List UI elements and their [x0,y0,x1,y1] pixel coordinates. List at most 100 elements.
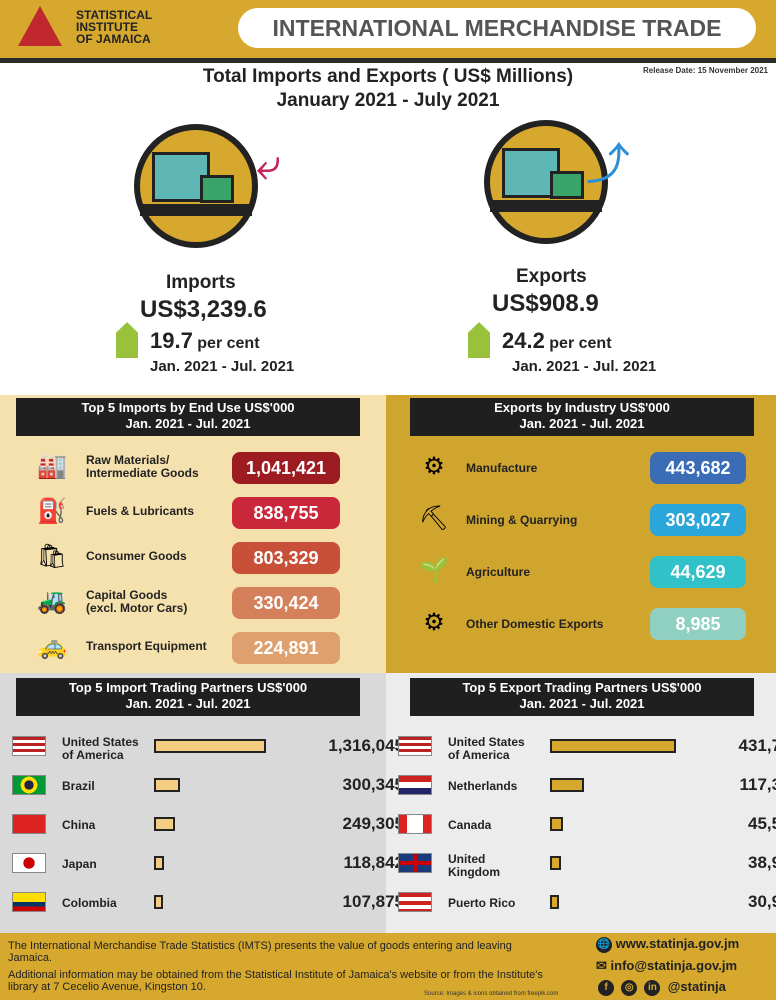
imports-end-use-header: Top 5 Imports by End Use US$'000 Jan. 202… [16,398,360,436]
country-name: United States of America [448,735,525,762]
import-arrow-icon: ⤶ [256,140,281,189]
end-use-label: Transport Equipment [86,639,207,653]
industry-value: 44,629 [650,556,746,588]
end-use-label: Consumer Goods [86,549,187,563]
partner-value: 431,756 [738,736,776,755]
flag-netherlands-icon [398,775,432,795]
end-use-value: 803,329 [232,542,340,574]
country-name: Colombia [62,896,117,910]
linkedin-icon[interactable]: in [644,979,661,996]
page-title: INTERNATIONAL MERCHANDISE TRADE [238,8,756,48]
partner-value: 45,590 [748,814,776,833]
industry-value: 8,985 [650,608,746,640]
flag-canada-icon [398,814,432,834]
partner-value: 249,305 [342,814,404,833]
footer-description: The International Merchandise Trade Stat… [8,940,512,964]
partner-bar [154,856,165,870]
website-link[interactable]: www.statinja.gov.jm [615,936,740,951]
divider [0,58,776,63]
instagram-icon[interactable]: ◎ [621,979,638,996]
exports-label: Exports [516,266,587,287]
end-use-value: 1,041,421 [232,452,340,484]
end-use-value: 838,755 [232,497,340,529]
factory-icon: 🏭 [37,453,67,480]
partner-bar [154,739,266,753]
end-use-label: Capital Goods (excl. Motor Cars) [86,588,188,615]
partner-bar [154,778,180,792]
exports-change: 24.2 [502,328,545,353]
country-name: Puerto Rico [448,896,516,910]
imports-period: Jan. 2021 - Jul. 2021 [150,358,295,375]
partner-bar [550,817,564,831]
source-note: Source: Images & icons obtained from fre… [424,991,559,997]
industry-label: Manufacture [466,461,538,475]
country-name: Canada [448,818,492,832]
increase-arrow-icon [116,322,138,358]
section-period: Jan. 2021 - Jul. 2021 [125,696,251,711]
partner-bar [154,817,176,831]
gears-icon: ⚙ [423,609,445,636]
fuel-icon: ⛽ [37,498,67,525]
import-partners-header: Top 5 Import Trading Partners US$'000 Jan… [16,678,360,716]
country-name: China [62,818,96,832]
summary-period: January 2021 - July 2021 [276,90,500,111]
export-partners-header: Top 5 Export Trading Partners US$'000 Jan… [410,678,754,716]
partner-value: 117,361 [739,775,776,794]
plant-hand-icon: 🌱 [419,557,449,584]
excavator-icon: 🚜 [37,588,67,615]
increase-arrow-icon [468,322,490,358]
section-title: Top 5 Export Trading Partners US$'000 [462,680,702,695]
industry-label: Agriculture [466,565,531,579]
partner-value: 30,932 [748,892,776,911]
industry-label: Other Domestic Exports [466,617,604,631]
imports-end-use-panel [0,395,386,673]
flag-usa-icon [12,736,46,756]
end-use-value: 224,891 [232,632,340,664]
social-handle[interactable]: @statinja [667,979,726,994]
flag-puerto-rico-icon [398,892,432,912]
flag-china-icon [12,814,46,834]
section-title: Top 5 Import Trading Partners US$'000 [68,680,308,695]
imports-change: 19.7 [150,328,193,353]
exports-illustration [484,120,608,244]
change-unit: per cent [549,335,612,352]
gear-conveyor-icon: ⚙ [423,453,445,480]
end-use-label: Raw Materials/Intermediate Goods [86,453,199,480]
partner-value: 38,923 [748,853,776,872]
section-title: Top 5 Imports by End Use US$'000 [81,400,295,415]
change-unit: per cent [197,335,260,352]
flag-uk-icon [398,853,432,873]
partner-bar [550,739,676,753]
facebook-icon[interactable]: f [598,979,614,996]
mail-icon: ✉ [596,958,607,973]
section-period: Jan. 2021 - Jul. 2021 [519,416,645,431]
industry-value: 303,027 [650,504,746,536]
email-link[interactable]: info@statinja.gov.jm [610,958,738,973]
flag-colombia-icon [12,892,46,912]
country-name: United States of America [62,735,139,762]
country-name: Netherlands [448,779,518,793]
partner-bar [550,856,562,870]
footer-info: Additional information may be obtained f… [8,969,543,993]
exports-industry-header: Exports by Industry US$'000 Jan. 2021 - J… [410,398,754,436]
flag-usa-icon [398,736,432,756]
section-title: Exports by Industry US$'000 [494,400,670,415]
partner-value: 1,316,045 [328,736,404,755]
partner-value: 107,875 [342,892,404,911]
partner-value: 118,842 [343,853,404,872]
statin-logo [18,6,62,46]
section-period: Jan. 2021 - Jul. 2021 [519,696,645,711]
org-name: STATISTICAL INSTITUTE OF JAMAICA [76,9,152,45]
flag-japan-icon [12,853,46,873]
flag-brazil-icon [12,775,46,795]
partner-bar [154,895,164,909]
country-name: Brazil [62,779,95,793]
partner-bar [550,895,560,909]
imports-value: US$3,239.6 [140,296,267,323]
imports-label: Imports [166,272,236,293]
industry-value: 443,682 [650,452,746,484]
section-period: Jan. 2021 - Jul. 2021 [125,416,251,431]
pickaxe-icon: ⛏ [418,505,450,532]
country-name: United Kingdom [448,852,500,879]
end-use-value: 330,424 [232,587,340,619]
